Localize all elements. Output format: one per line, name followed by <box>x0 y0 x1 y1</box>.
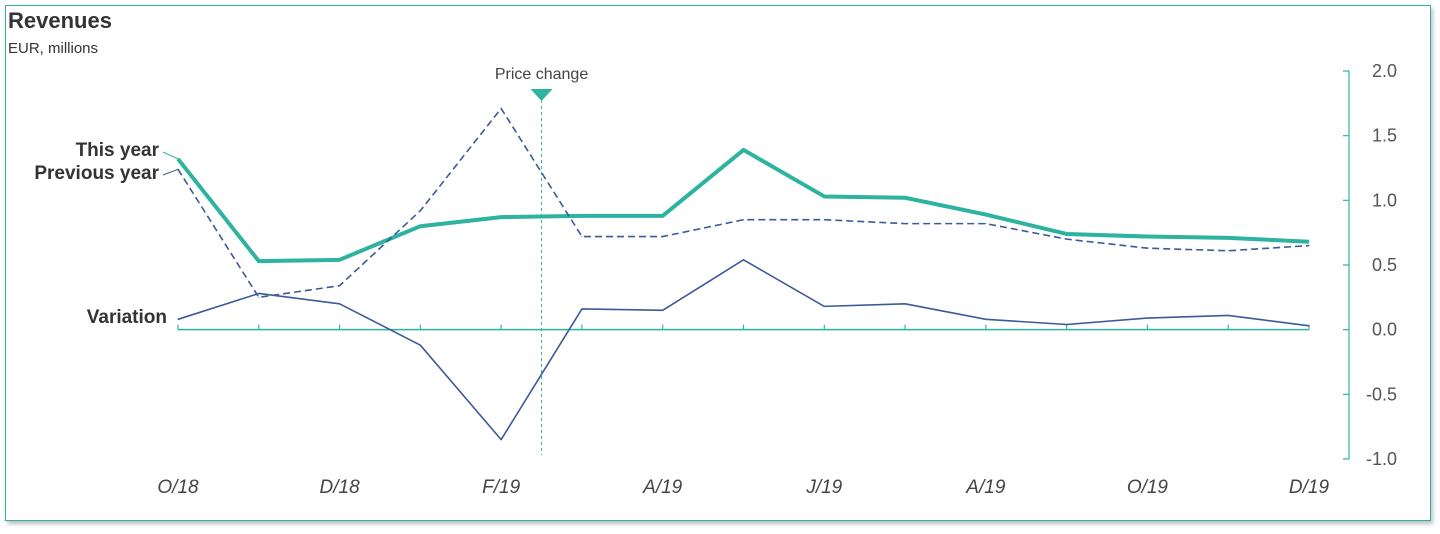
data-point <box>985 214 987 216</box>
series-line-1 <box>177 107 1310 299</box>
series-label-leader <box>162 151 179 160</box>
y-tick-label: 2.0 <box>1372 61 1397 81</box>
data-point <box>1146 317 1148 319</box>
data-point <box>985 318 987 320</box>
data-point <box>339 285 341 287</box>
data-point <box>258 296 260 298</box>
price-change-marker <box>530 89 553 101</box>
x-tick-label: A/19 <box>965 477 1006 498</box>
data-point <box>419 344 421 346</box>
data-point <box>743 149 744 151</box>
series-label-0: This year <box>76 140 160 161</box>
data-point <box>419 210 421 212</box>
data-point <box>177 318 179 320</box>
data-point <box>1066 238 1068 240</box>
chart-subtitle: EUR, millions <box>8 40 99 57</box>
y-tick-label: -1.0 <box>1366 449 1397 469</box>
data-point <box>1308 241 1310 243</box>
series-label-1: Previous year <box>34 163 159 184</box>
data-point <box>419 225 421 227</box>
data-point <box>985 223 987 225</box>
data-point <box>1308 245 1310 247</box>
y-tick-label: 0.0 <box>1372 320 1397 340</box>
data-point <box>904 223 906 225</box>
price-change-label: Price change <box>495 66 588 83</box>
data-point <box>743 219 744 221</box>
data-point <box>662 215 664 217</box>
data-point <box>823 195 825 197</box>
data-point <box>662 236 664 238</box>
series-line-0 <box>176 147 1310 264</box>
chart-title: Revenues <box>8 8 112 33</box>
data-point <box>1227 314 1229 316</box>
data-point <box>581 215 583 217</box>
data-point <box>581 236 583 238</box>
data-point <box>1227 237 1229 239</box>
data-point <box>500 108 502 110</box>
y-tick-label: 0.5 <box>1372 255 1397 275</box>
data-point <box>500 439 502 441</box>
series-label-2: Variation <box>87 307 167 328</box>
x-tick-label: D/19 <box>1289 477 1330 498</box>
x-tick-label: F/19 <box>482 477 520 498</box>
y-tick-label: 1.0 <box>1372 190 1397 210</box>
x-tick-label: O/18 <box>157 477 199 498</box>
y-tick-label: -0.5 <box>1366 384 1397 404</box>
data-point <box>500 216 502 218</box>
data-point <box>1146 247 1148 249</box>
data-point <box>662 309 664 311</box>
chart-frame <box>5 5 1431 521</box>
data-point <box>339 259 341 261</box>
data-point <box>581 308 583 310</box>
x-tick-label: O/19 <box>1127 477 1169 498</box>
data-point <box>1146 236 1148 238</box>
data-point <box>1227 250 1229 252</box>
data-point <box>258 260 260 262</box>
y-tick-label: 1.5 <box>1372 126 1397 146</box>
data-point <box>743 259 744 261</box>
data-point <box>1308 325 1310 327</box>
data-point <box>823 305 825 307</box>
x-tick-label: D/18 <box>320 477 361 498</box>
data-point <box>1066 233 1068 235</box>
data-point <box>1066 323 1068 325</box>
series-line-2 <box>177 259 1310 441</box>
data-point <box>904 303 906 305</box>
series-label-leader <box>162 168 179 176</box>
x-tick-label: J/19 <box>805 477 842 498</box>
x-tick-label: A/19 <box>642 477 683 498</box>
data-point <box>339 303 341 305</box>
data-point <box>258 292 260 294</box>
data-point <box>904 197 906 199</box>
data-point <box>823 219 825 221</box>
